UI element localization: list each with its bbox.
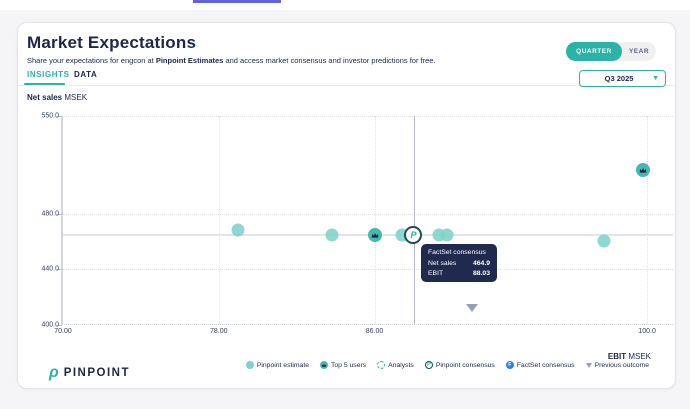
active-tab-underline	[24, 83, 65, 86]
y-gridline	[63, 213, 673, 215]
period-toggle: QUARTER YEAR	[566, 42, 656, 61]
tab-insights[interactable]: INSIGHTS	[27, 70, 70, 79]
estimate-dot-icon	[245, 361, 254, 369]
pinpoint-consensus-point[interactable]: P	[404, 225, 423, 244]
plot-area: FactSet consensus Net sales 464.9 EBIT 8…	[41, 113, 673, 335]
x-tick-label: 100.0	[638, 328, 656, 335]
chevron-down-icon: ▼	[652, 75, 659, 82]
x-axis-title: EBIT MSEK	[607, 352, 651, 361]
legend-item[interactable]: Analysts	[377, 361, 414, 369]
subtitle-post: and access market consensus and investor…	[223, 56, 436, 65]
legend-label: FactSet consensus	[516, 361, 575, 369]
legend-label: Previous outcome	[594, 361, 649, 369]
subtitle-pre: Share your expectations for engcon at	[27, 56, 156, 65]
crown-icon	[320, 361, 328, 369]
tooltip-label: EBIT	[428, 269, 444, 277]
tooltip-value: 464.9	[472, 260, 490, 267]
estimate-point[interactable]	[597, 234, 611, 248]
period-dropdown[interactable]: Q3 2025 ▼	[579, 70, 666, 87]
x-gridline	[218, 116, 220, 324]
subtitle: Share your expectations for engcon at Pi…	[27, 56, 436, 65]
previous-outcome-marker[interactable]	[465, 304, 478, 312]
y-tick-mark	[57, 269, 62, 271]
tooltip-title: FactSet consensus	[428, 249, 486, 256]
page-title: Market Expectations	[27, 33, 197, 52]
estimate-point[interactable]	[231, 223, 245, 237]
legend-item[interactable]: Pinpoint estimate	[245, 361, 309, 369]
y-gridline	[63, 116, 673, 117]
factset-tooltip: FactSet consensus Net sales 464.9 EBIT 8…	[421, 244, 497, 282]
toggle-year-button[interactable]: YEAR	[628, 48, 650, 55]
tooltip-value: 88.03	[472, 269, 490, 277]
legend-item[interactable]: Top 5 users	[320, 361, 366, 369]
tooltip-row: EBIT 88.03	[428, 270, 490, 277]
header-divider	[18, 85, 675, 86]
tab-data[interactable]: DATA	[74, 70, 98, 79]
legend-label: Pinpoint consensus	[435, 361, 495, 369]
period-dropdown-value: Q3 2025	[604, 74, 634, 83]
factset-f-icon: F	[505, 361, 514, 369]
y-tick-label: 440.0	[41, 265, 59, 273]
pinpoint-brand[interactable]: PINPOINT	[49, 362, 130, 384]
consensus-crosshair-vertical	[414, 116, 416, 324]
analysts-dashed-circle-icon	[377, 361, 386, 369]
top5-crown-point[interactable]	[636, 163, 651, 178]
x-gridline	[374, 116, 376, 324]
x-tick-label: 70.00	[54, 328, 72, 335]
tooltip-label: Net sales	[428, 260, 457, 267]
legend-label: Analysts	[388, 361, 414, 369]
y-axis-title: Net sales MSEK	[27, 93, 88, 102]
y-tick-label: 480.0	[41, 210, 59, 218]
top-accent-bar	[193, 0, 281, 3]
x-tick-label: 78.00	[209, 328, 228, 335]
legend-item[interactable]: Previous outcome	[585, 361, 649, 369]
pinpoint-p-icon: P	[424, 361, 433, 369]
x-tick-label: 86.00	[365, 328, 384, 335]
legend-label: Top 5 users	[331, 361, 367, 369]
x-gridline	[647, 116, 649, 324]
legend-label: Pinpoint estimate	[256, 361, 309, 369]
y-tick-mark	[57, 325, 62, 326]
estimate-point[interactable]	[440, 228, 454, 242]
subtitle-brand: Pinpoint Estimates	[155, 56, 224, 65]
chart-legend: Pinpoint estimate Top 5 users Analysts P Pin…	[245, 361, 649, 369]
y-gridline	[63, 269, 673, 271]
y-tick-label: 550.0	[41, 112, 59, 120]
legend-item[interactable]: F FactSet consensus	[505, 361, 575, 369]
pinpoint-wordmark: PINPOINT	[63, 367, 130, 379]
y-tick-label: 400.0	[41, 321, 59, 329]
top5-crown-point[interactable]	[367, 227, 382, 242]
market-expectations-card: Market Expectations Share your expectati…	[17, 22, 676, 389]
triangle-down-icon	[585, 362, 592, 368]
legend-item[interactable]: P Pinpoint consensus	[424, 361, 495, 369]
y-tick-mark	[57, 213, 62, 215]
tooltip-row: Net sales 464.9	[428, 260, 490, 267]
pinpoint-logo-icon	[49, 365, 59, 381]
y-tick-mark	[57, 116, 62, 117]
toggle-quarter-button[interactable]: QUARTER	[566, 42, 622, 61]
estimate-point[interactable]	[325, 228, 339, 242]
